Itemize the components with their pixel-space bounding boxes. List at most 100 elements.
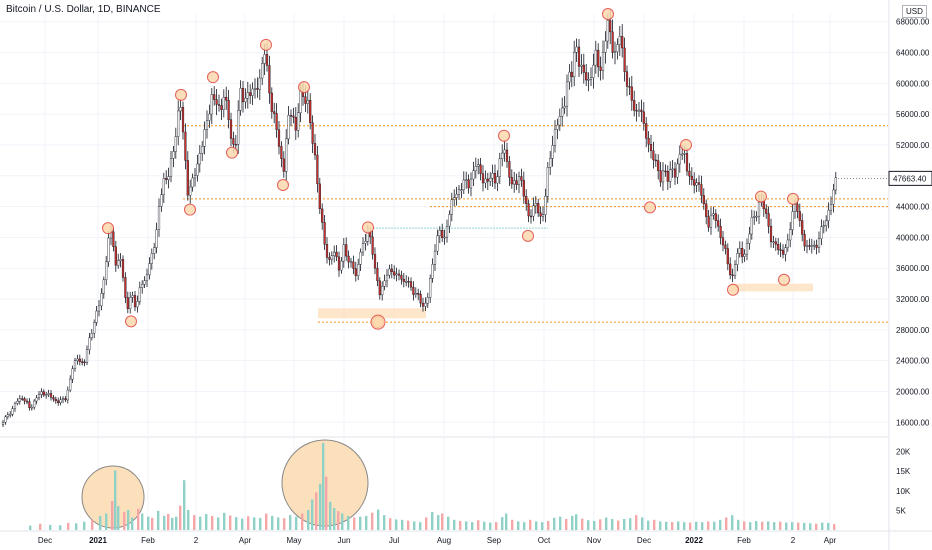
candle-down: [642, 111, 645, 124]
candle-down: [273, 111, 276, 114]
candle-up: [561, 107, 564, 117]
price-highlight-circle: [778, 273, 790, 286]
candle-up: [503, 149, 506, 154]
candle-down: [25, 400, 29, 403]
chart-title: Bitcoin / U.S. Dollar, 1D, BINANCE: [6, 4, 161, 15]
candle-up: [784, 247, 787, 255]
candle-up: [772, 241, 775, 243]
candle-down: [347, 255, 350, 263]
volume-bar: [833, 524, 836, 530]
candle-up: [150, 253, 153, 264]
candle-up: [549, 158, 552, 168]
candle-up: [669, 169, 672, 182]
candle-up: [11, 408, 14, 415]
candle-down: [769, 226, 773, 243]
candle-up: [575, 46, 578, 53]
candle-up: [119, 259, 122, 261]
volume-bar: [91, 519, 94, 530]
candle-down: [393, 271, 396, 276]
volume-bar: [797, 522, 800, 530]
price-highlight-circle: [680, 138, 692, 151]
candle-up: [381, 285, 384, 296]
candle-down: [721, 237, 725, 246]
price-highlight-circle: [277, 179, 289, 192]
volume-bar: [755, 520, 758, 530]
candle-down: [402, 278, 405, 282]
volume-bar: [489, 522, 492, 530]
candle-down: [124, 277, 127, 298]
volume-bar: [271, 515, 274, 530]
candle-down: [707, 216, 710, 228]
volume-bar: [147, 516, 150, 530]
candle-up: [414, 293, 417, 295]
candle-down: [705, 203, 708, 217]
candle-up: [822, 225, 825, 227]
volume-bar: [127, 510, 130, 530]
candle-down: [657, 160, 660, 171]
candle-down: [582, 64, 585, 73]
candle-down: [217, 104, 221, 106]
candle-up: [141, 284, 144, 288]
candle-down: [378, 280, 381, 296]
volume-bar: [683, 522, 686, 530]
volume-bar: [483, 521, 486, 530]
candle-down: [376, 267, 379, 282]
volume-bar: [437, 515, 440, 530]
candle-down: [241, 87, 245, 103]
price-highlight-circle: [298, 81, 310, 94]
candle-up: [733, 264, 737, 276]
last-price-label: 47663.40: [893, 174, 927, 183]
candle-up: [573, 52, 576, 78]
candle-down: [652, 150, 655, 161]
candle-up: [90, 332, 93, 339]
volume-bar: [377, 509, 380, 530]
candle-down: [659, 170, 662, 183]
candle-up: [155, 229, 158, 248]
candle-down: [726, 248, 729, 265]
candle-up: [616, 44, 619, 52]
candle-up: [239, 87, 242, 111]
candle-down: [539, 212, 542, 217]
candle-up: [810, 245, 813, 247]
price-tick-label: 56000.00: [896, 110, 930, 119]
candle-up: [565, 81, 569, 107]
price-tick-label: 20000.00: [896, 387, 930, 396]
candle-up: [426, 297, 429, 304]
candle-down: [741, 248, 744, 257]
volume-bar: [105, 513, 108, 530]
volume-bar: [581, 518, 584, 530]
candle-down: [49, 393, 53, 398]
candle-up: [534, 203, 537, 206]
candle-down: [409, 281, 413, 288]
candle-up: [829, 204, 833, 211]
volume-bar: [157, 510, 160, 530]
candle-down: [520, 176, 523, 181]
volume-bar: [501, 517, 504, 530]
time-tick-label: Dec: [38, 536, 52, 545]
candle-up: [191, 177, 194, 188]
candle-down: [515, 180, 518, 185]
volume-bar: [337, 511, 340, 530]
candle-up: [517, 176, 521, 185]
candle-down: [714, 213, 717, 221]
candle-up: [484, 178, 487, 184]
volume-bar: [547, 520, 550, 530]
candle-down: [693, 179, 696, 186]
candle-down: [779, 249, 782, 251]
candle-up: [736, 253, 739, 265]
volume-bar: [511, 519, 514, 530]
candle-up: [587, 79, 590, 81]
volume-bar: [389, 518, 392, 530]
volume-bar: [167, 513, 170, 530]
candle-down: [229, 119, 233, 139]
volume-bar: [114, 470, 117, 530]
volume-bar: [289, 515, 292, 530]
currency-button[interactable]: USD: [902, 5, 927, 18]
candle-up: [604, 40, 607, 53]
price-highlight-circle: [175, 88, 187, 101]
candle-up: [287, 115, 290, 140]
time-tick-label: 2021: [89, 536, 107, 545]
candle-up: [678, 153, 681, 165]
volume-bar: [395, 519, 398, 530]
